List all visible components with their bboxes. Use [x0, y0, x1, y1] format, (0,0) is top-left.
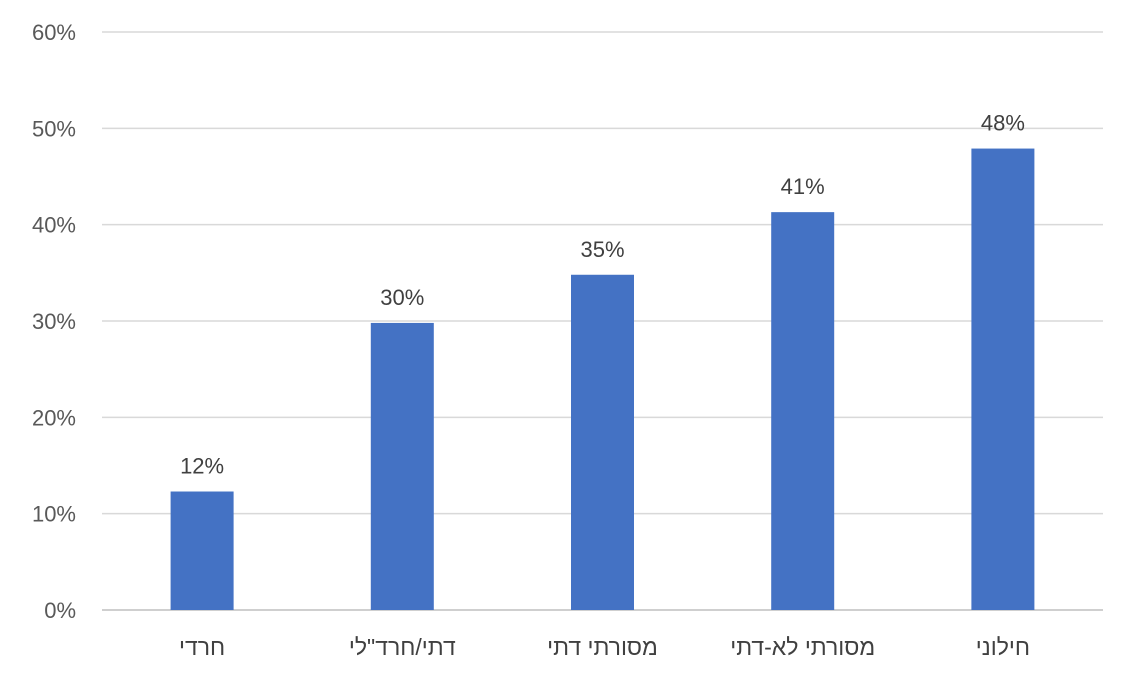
- data-label: 30%: [380, 285, 424, 310]
- category-label: חרדי: [179, 634, 225, 660]
- bar: [971, 148, 1035, 610]
- bar: [170, 491, 234, 610]
- x-axis-category-labels: חרדי דתי/חרד"לי מסורתי דתי מסורתי לא-דתי חיל…: [179, 634, 1030, 660]
- y-tick-label: 50%: [32, 116, 76, 141]
- data-labels: 12% 30% 35% 41% 48%: [180, 111, 1025, 479]
- data-label: 41%: [781, 174, 825, 199]
- category-label: חילוני: [976, 634, 1030, 660]
- y-tick-label: 10%: [32, 502, 76, 527]
- data-label: 12%: [180, 454, 224, 479]
- bars: [170, 148, 1035, 611]
- category-label: דתי/חרד"לי: [349, 634, 456, 660]
- y-tick-label: 0%: [44, 598, 76, 623]
- category-label: מסורתי דתי: [547, 634, 658, 660]
- data-label: 48%: [981, 111, 1025, 136]
- bar: [370, 322, 434, 610]
- y-axis-tick-labels: 0% 10% 20% 30% 40% 50% 60%: [32, 20, 76, 623]
- y-tick-label: 40%: [32, 213, 76, 238]
- y-tick-label: 60%: [32, 20, 76, 45]
- bar: [571, 274, 634, 610]
- bar: [771, 212, 835, 611]
- data-label: 35%: [580, 237, 624, 262]
- category-label: מסורתי לא-דתי: [730, 634, 875, 660]
- y-tick-label: 30%: [32, 309, 76, 334]
- y-tick-label: 20%: [32, 405, 76, 430]
